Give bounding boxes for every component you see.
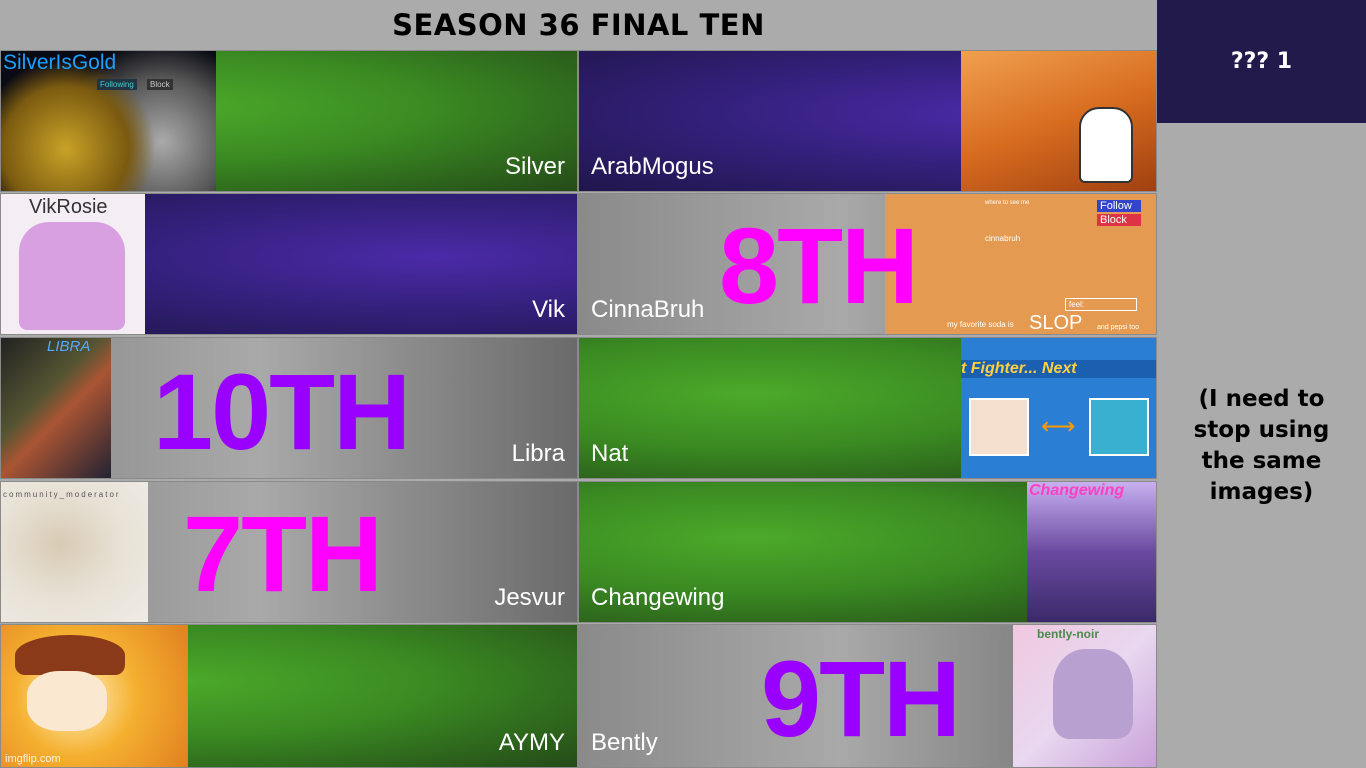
block-badge: Block (1097, 214, 1141, 226)
watermark: imgflip.com (5, 753, 61, 765)
bently-avatar-image: bently-noir (1013, 625, 1156, 767)
contestant-silver: SilverIsGold Following Block Silver (0, 50, 578, 192)
contestant-vik: VikRosie Vik (0, 193, 578, 335)
header: SEASON 36 FINAL TEN (0, 0, 1157, 50)
contestant-cinnabruh: cinnabruh where to see me Follow Block f… (578, 193, 1157, 335)
face-shape (27, 671, 107, 731)
contestant-jesvur: community_moderator 7TH Jesvur (0, 481, 578, 623)
block-badge: Block (147, 79, 173, 90)
placement-label: 9TH (761, 638, 961, 759)
side-note: (I need to stop using the same images) (1157, 123, 1366, 768)
contestant-name: CinnaBruh (591, 296, 705, 323)
cinnabruh-avatar-image: cinnabruh where to see me Follow Block f… (885, 194, 1156, 334)
avatar-label: LIBRA (47, 338, 91, 355)
contestant-changewing: Changewing Changewing (578, 481, 1157, 623)
fighter-portrait-right (1089, 398, 1149, 456)
avatar-label: t Fighter... Next (961, 360, 1156, 378)
placement-label: 8TH (719, 205, 919, 326)
profile-text: and pepsi too (1097, 324, 1140, 331)
contestant-aymy: AYMY imgflip.com (0, 624, 578, 768)
character-figure (19, 222, 125, 330)
silver-avatar-image: SilverIsGold Following Block (1, 51, 216, 191)
contestant-name: Bently (591, 729, 658, 756)
vik-avatar-image: VikRosie (1, 194, 145, 334)
contestant-name: Libra (511, 440, 565, 467)
contestant-libra: LIBRA 10TH Libra (0, 337, 578, 479)
character-figure (1053, 649, 1133, 739)
page-title: SEASON 36 FINAL TEN (392, 8, 765, 42)
profile-text: my favorite soda is (947, 320, 1014, 329)
avatar-label: community_moderator (3, 490, 121, 499)
contestant-bently: bently-noir 9TH Bently (578, 624, 1157, 768)
contestant-name: ArabMogus (591, 153, 714, 180)
following-badge: Following (97, 79, 137, 90)
arabmogus-avatar-image (961, 51, 1156, 191)
profile-text: feel: (1065, 298, 1137, 311)
avatar-label: SilverIsGold (3, 51, 117, 74)
aymy-avatar-image (1, 625, 188, 767)
contestant-name: AYMY (498, 729, 565, 756)
contestant-name: Changewing (591, 584, 725, 611)
contestant-arabmogus: ArabMogus (578, 50, 1157, 192)
jesvur-avatar-image: community_moderator (1, 482, 148, 622)
contestant-name: Jesvur (494, 584, 565, 611)
avatar-label: cinnabruh (985, 234, 1021, 243)
avatar-label: bently-noir (1037, 627, 1099, 641)
hat-shape (15, 635, 125, 675)
contestant-name: Nat (591, 440, 629, 467)
contestant-nat: t Fighter... Next ⟷ Nat (578, 337, 1157, 479)
nat-avatar-image: t Fighter... Next ⟷ (961, 338, 1156, 478)
libra-avatar-image: LIBRA (1, 338, 111, 478)
contestant-name: Vik (532, 296, 565, 323)
fighter-portrait-left (969, 398, 1029, 456)
avatar-label: VikRosie (29, 196, 108, 218)
changewing-avatar-image: Changewing (1027, 482, 1156, 622)
unknown-slot: ??? 1 (1157, 0, 1366, 123)
arrows-icon: ⟷ (1041, 413, 1076, 440)
profile-text: where to see me (985, 200, 1030, 206)
placement-label: 10TH (153, 351, 411, 472)
profile-text: SLOP (1029, 312, 1083, 334)
amogus-figure (1079, 107, 1133, 183)
contestant-name: Silver (504, 153, 565, 180)
follow-badge: Follow (1097, 200, 1141, 212)
avatar-label: Changewing (1029, 482, 1125, 499)
placement-label: 7TH (183, 493, 383, 614)
